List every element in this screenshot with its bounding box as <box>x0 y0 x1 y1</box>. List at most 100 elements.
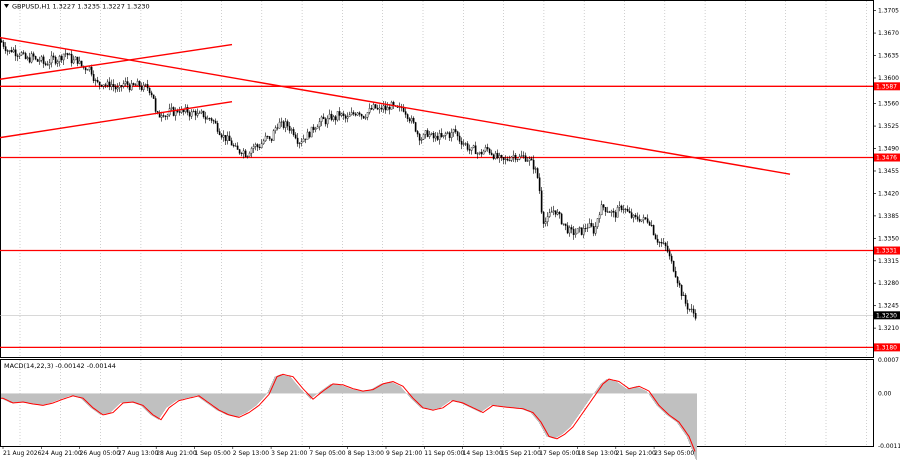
macd-histogram-bar <box>534 393 535 418</box>
macd-histogram-bar <box>481 393 482 412</box>
macd-histogram-bar <box>513 393 514 409</box>
candle-body <box>228 135 231 141</box>
macd-histogram-bar <box>668 393 669 417</box>
candle-body <box>440 132 443 137</box>
macd-histogram-bar <box>346 387 347 394</box>
candle-body <box>32 53 35 57</box>
candle-body <box>84 67 87 71</box>
time-tick-label: 18 Sep 13:00 <box>578 450 618 457</box>
macd-histogram-bar <box>141 393 142 407</box>
candle-body <box>364 116 367 119</box>
macd-histogram-bar <box>382 383 383 394</box>
candle-body <box>172 107 175 116</box>
price-tick-label: 1.3420 <box>878 190 899 197</box>
macd-histogram-bar <box>455 393 456 402</box>
macd-histogram-bar <box>412 393 413 401</box>
macd-histogram-bar <box>369 389 370 394</box>
time-tick-label: 1 Sep 05:00 <box>195 450 231 457</box>
macd-histogram-bar <box>121 393 122 403</box>
macd-histogram-bar <box>435 393 436 409</box>
macd-histogram-bar <box>381 383 382 394</box>
candle-body <box>236 145 239 150</box>
macd-histogram-bar <box>693 393 694 454</box>
candle-body <box>488 148 491 154</box>
macd-histogram-bar <box>670 393 671 418</box>
candle-body <box>656 238 659 243</box>
price-tick-label: 1.3455 <box>878 168 899 175</box>
candle-body <box>590 223 593 227</box>
candle-body <box>608 211 611 213</box>
macd-histogram-bar <box>347 387 348 394</box>
trend-line[interactable] <box>0 36 791 175</box>
candle-body <box>464 143 467 145</box>
level-price-tag <box>874 82 900 91</box>
macd-histogram-bar <box>219 393 220 412</box>
macd-histogram-bar <box>54 393 55 402</box>
candle-body <box>278 121 281 129</box>
macd-histogram-bar <box>284 375 285 394</box>
macd-histogram-bar <box>358 390 359 394</box>
candle-body <box>346 116 349 119</box>
macd-histogram-bar <box>690 393 691 447</box>
macd-histogram-bar <box>316 393 317 395</box>
candle-body <box>272 130 275 141</box>
macd-histogram-bar <box>424 393 425 409</box>
dropdown-arrow-icon[interactable] <box>4 4 9 8</box>
macd-histogram-bar <box>292 379 293 394</box>
macd-histogram-bar <box>74 393 75 397</box>
macd-histogram-bar <box>319 391 320 394</box>
macd-histogram-bar <box>497 393 498 407</box>
macd-histogram-bar <box>232 393 233 417</box>
macd-histogram-bar <box>354 389 355 394</box>
candle-body <box>118 85 121 88</box>
macd-histogram-bar <box>136 393 137 405</box>
macd-histogram-bar <box>223 393 224 414</box>
trend-line[interactable] <box>0 101 233 139</box>
macd-histogram-bar <box>300 388 301 394</box>
candle-body <box>296 137 299 144</box>
macd-histogram-bar <box>291 377 292 394</box>
candle-body <box>288 125 291 131</box>
candle-body <box>506 158 509 161</box>
candle-body <box>688 308 691 310</box>
macd-histogram-bar <box>151 393 152 416</box>
macd-histogram-bar <box>616 381 617 394</box>
macd-histogram-bar <box>44 393 45 405</box>
macd-histogram-bar <box>7 393 8 402</box>
macd-histogram-bar <box>287 376 288 394</box>
candle-body <box>602 204 605 208</box>
candle-body <box>128 84 131 91</box>
macd-histogram-bar <box>434 393 435 410</box>
candle-body <box>18 54 21 57</box>
macd-histogram-bar <box>72 393 73 397</box>
macd-histogram-bar <box>155 393 156 418</box>
candle-body <box>556 212 559 215</box>
candle-body <box>148 87 151 94</box>
time-tick-label: 21 Aug 2026 <box>3 450 42 457</box>
macd-histogram-bar <box>87 393 88 405</box>
macd-histogram-bar <box>42 393 43 405</box>
macd-histogram-bar <box>341 385 342 394</box>
macd-histogram-bar <box>29 393 30 404</box>
macd-histogram-bar <box>168 393 169 407</box>
macd-histogram-bar <box>658 393 659 408</box>
trend-line[interactable] <box>0 43 233 80</box>
macd-histogram-bar <box>125 393 126 403</box>
macd-histogram-bar <box>197 393 198 397</box>
price-tick-label: 1.3670 <box>878 30 899 37</box>
macd-histogram-bar <box>46 393 47 404</box>
candle-body <box>206 118 209 120</box>
candle-body <box>686 303 689 310</box>
candle-body <box>428 134 431 137</box>
macd-histogram-bar <box>129 393 130 403</box>
candle-body <box>416 131 419 135</box>
macd-histogram-bar <box>274 376 275 394</box>
macd-histogram-bar <box>123 393 124 403</box>
macd-histogram-bar <box>523 393 524 410</box>
macd-histogram-bar <box>249 393 250 411</box>
candle-body <box>494 152 497 159</box>
macd-histogram-bar <box>542 393 543 430</box>
macd-histogram-bar <box>647 392 648 394</box>
macd-histogram-bar <box>281 374 282 394</box>
